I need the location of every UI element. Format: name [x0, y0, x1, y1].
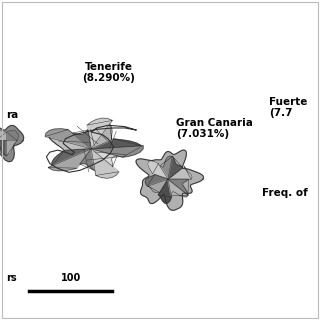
Polygon shape: [160, 156, 172, 179]
Polygon shape: [80, 149, 95, 171]
Polygon shape: [168, 179, 188, 197]
Polygon shape: [45, 129, 91, 149]
Polygon shape: [6, 141, 17, 156]
Polygon shape: [91, 146, 143, 157]
Polygon shape: [91, 139, 141, 149]
Polygon shape: [0, 141, 6, 156]
Polygon shape: [6, 131, 19, 141]
Polygon shape: [87, 118, 112, 149]
Polygon shape: [48, 149, 91, 171]
Polygon shape: [168, 166, 192, 179]
Text: Gran Canaria
(7.031%): Gran Canaria (7.031%): [176, 118, 253, 139]
Polygon shape: [0, 131, 6, 141]
Polygon shape: [136, 150, 204, 210]
Text: rs: rs: [6, 273, 17, 283]
Polygon shape: [72, 130, 91, 149]
Polygon shape: [148, 161, 168, 179]
Polygon shape: [158, 179, 172, 203]
Text: Tenerife
(8.290%): Tenerife (8.290%): [82, 61, 135, 83]
Text: 100: 100: [61, 273, 81, 283]
Polygon shape: [49, 138, 91, 150]
Polygon shape: [168, 179, 188, 195]
Polygon shape: [91, 149, 119, 178]
Text: Freq. of: Freq. of: [262, 188, 308, 198]
Polygon shape: [52, 149, 91, 166]
Polygon shape: [91, 149, 117, 167]
Text: Fuerte
(7.7: Fuerte (7.7: [269, 97, 307, 118]
Text: ra: ra: [6, 110, 19, 120]
Polygon shape: [91, 124, 112, 149]
Polygon shape: [168, 156, 182, 179]
Polygon shape: [145, 175, 168, 186]
Polygon shape: [148, 179, 168, 193]
Polygon shape: [0, 125, 24, 162]
